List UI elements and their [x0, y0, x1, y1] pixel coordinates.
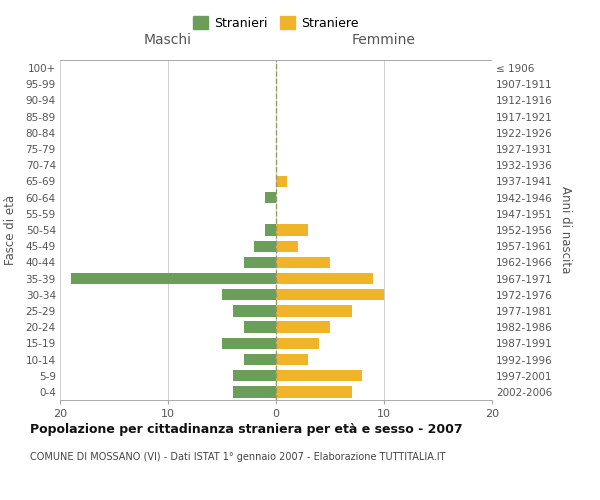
Bar — [233, 306, 276, 316]
Bar — [244, 322, 276, 333]
Bar — [276, 240, 298, 252]
Legend: Stranieri, Straniere: Stranieri, Straniere — [188, 11, 364, 35]
Bar — [276, 224, 308, 235]
Text: COMUNE DI MOSSANO (VI) - Dati ISTAT 1° gennaio 2007 - Elaborazione TUTTITALIA.IT: COMUNE DI MOSSANO (VI) - Dati ISTAT 1° g… — [30, 452, 445, 462]
Bar — [276, 386, 352, 398]
Bar — [254, 240, 276, 252]
Bar — [276, 306, 352, 316]
Bar — [276, 354, 308, 365]
Bar — [265, 192, 276, 203]
Bar — [233, 370, 276, 382]
Bar — [222, 289, 276, 300]
Bar — [276, 370, 362, 382]
Bar — [276, 322, 330, 333]
Text: Femmine: Femmine — [352, 33, 416, 47]
Bar — [222, 338, 276, 349]
Bar — [233, 386, 276, 398]
Y-axis label: Anni di nascita: Anni di nascita — [559, 186, 572, 274]
Bar — [265, 224, 276, 235]
Bar — [276, 338, 319, 349]
Y-axis label: Fasce di età: Fasce di età — [4, 195, 17, 265]
Text: Maschi: Maschi — [144, 33, 192, 47]
Bar — [276, 273, 373, 284]
Bar — [244, 354, 276, 365]
Text: Popolazione per cittadinanza straniera per età e sesso - 2007: Popolazione per cittadinanza straniera p… — [30, 422, 463, 436]
Bar — [276, 289, 384, 300]
Bar — [276, 256, 330, 268]
Bar — [244, 256, 276, 268]
Bar — [276, 176, 287, 187]
Bar — [71, 273, 276, 284]
